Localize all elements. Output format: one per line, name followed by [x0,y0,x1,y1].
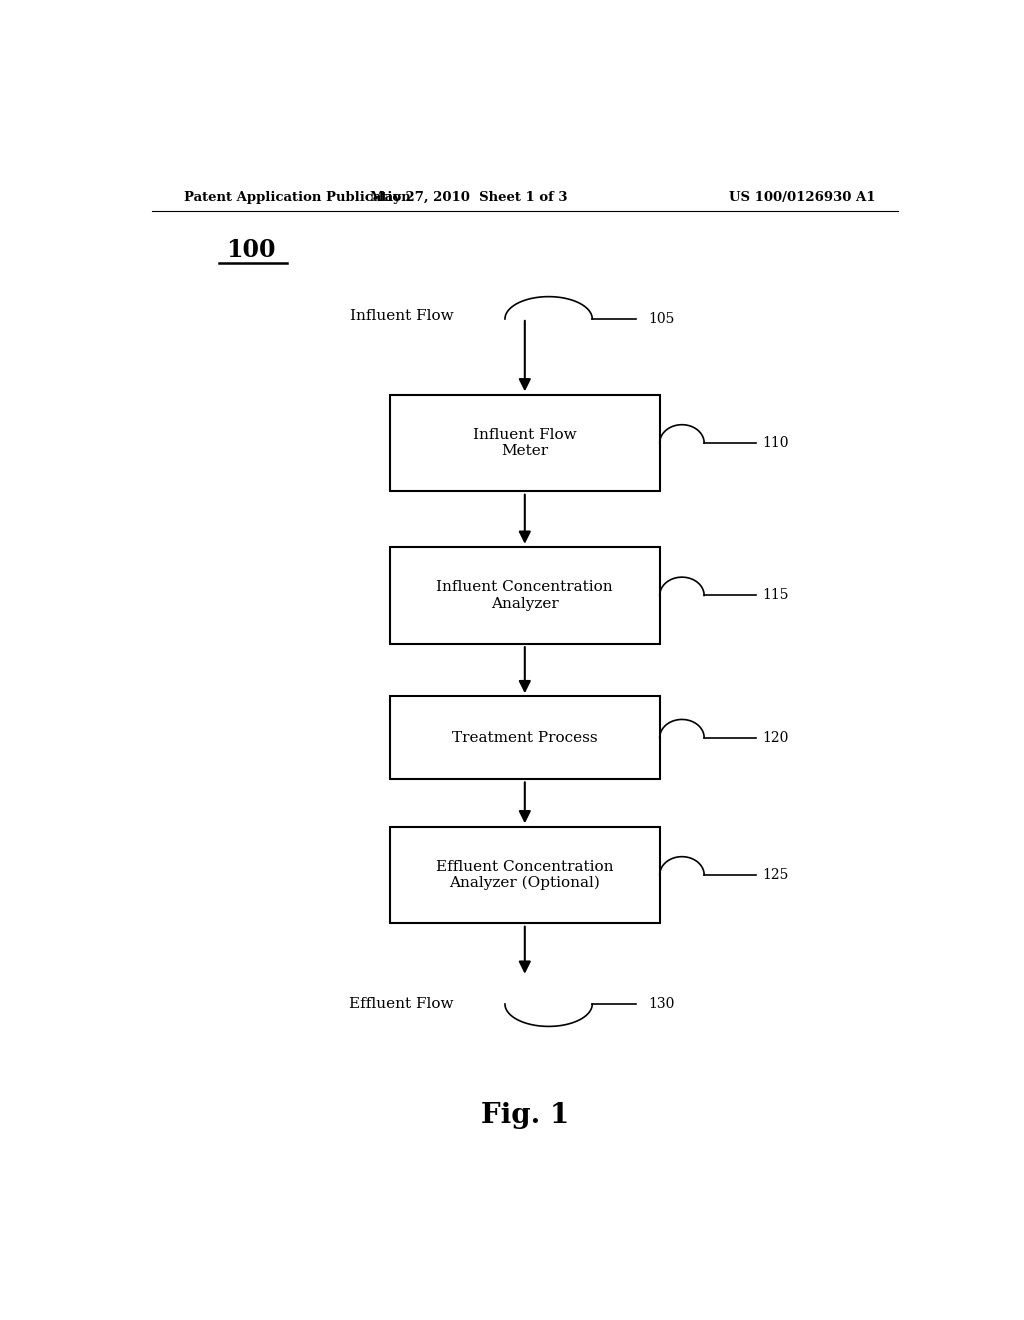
Text: 130: 130 [648,997,675,1011]
Text: 100: 100 [226,238,275,261]
FancyBboxPatch shape [390,826,659,923]
Text: Patent Application Publication: Patent Application Publication [183,190,411,203]
Text: Fig. 1: Fig. 1 [480,1102,569,1130]
FancyBboxPatch shape [390,696,659,779]
Text: Effluent Flow: Effluent Flow [349,997,454,1011]
Text: Effluent Concentration
Analyzer (Optional): Effluent Concentration Analyzer (Optiona… [436,859,613,890]
Text: 115: 115 [762,589,788,602]
Text: Influent Flow
Meter: Influent Flow Meter [473,428,577,458]
Text: Influent Flow: Influent Flow [350,309,454,323]
Text: May 27, 2010  Sheet 1 of 3: May 27, 2010 Sheet 1 of 3 [371,190,568,203]
Text: 110: 110 [762,436,788,450]
Text: Influent Concentration
Analyzer: Influent Concentration Analyzer [436,581,613,611]
Text: Treatment Process: Treatment Process [452,731,598,744]
FancyBboxPatch shape [390,395,659,491]
Text: 120: 120 [762,731,788,744]
Text: 125: 125 [762,869,788,882]
FancyBboxPatch shape [390,548,659,644]
Text: 105: 105 [648,312,675,326]
Text: US 100/0126930 A1: US 100/0126930 A1 [729,190,876,203]
